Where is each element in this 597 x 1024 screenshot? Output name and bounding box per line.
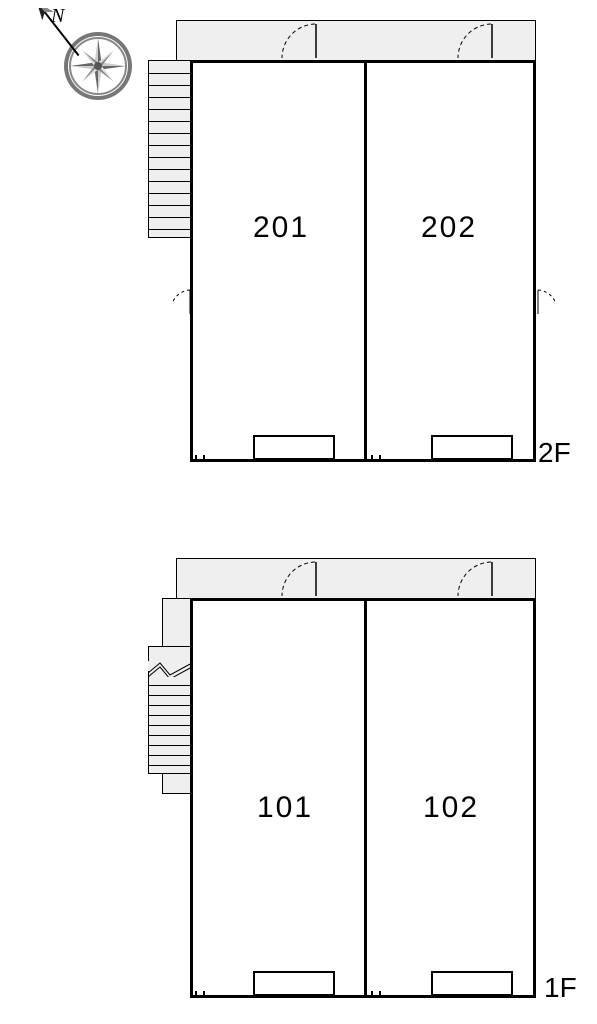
unit-label-201: 201 (253, 211, 309, 245)
floorplan-canvas: N 201 202 (0, 0, 597, 1024)
stairs-2f (148, 60, 190, 238)
closet-102 (431, 971, 513, 997)
rooms-1f: 101 102 (190, 598, 536, 998)
closet-202 (431, 435, 513, 461)
divider-1f (364, 601, 367, 995)
unit-label-202: 202 (421, 211, 477, 245)
stairs-1f (148, 646, 190, 774)
walkway-side-1f-lower (162, 774, 190, 794)
compass-n-label: N (50, 8, 66, 27)
rooms-2f: 201 202 (190, 60, 536, 462)
door-arc-202-top (458, 22, 498, 67)
floor-label-1f: 1F (544, 972, 577, 1004)
door-arc-102-top (458, 560, 498, 605)
door-arc-101-top (282, 560, 322, 605)
floor-label-2f: 2F (538, 437, 571, 469)
walkway-side-1f-upper (162, 598, 190, 646)
tick-102 (371, 991, 381, 997)
divider-2f (364, 63, 367, 459)
tick-201 (195, 455, 205, 461)
tick-101 (195, 991, 205, 997)
closet-101 (253, 971, 335, 997)
door-arc-201-top (282, 22, 322, 67)
tick-202 (371, 455, 381, 461)
unit-label-101: 101 (257, 791, 313, 825)
unit-label-102: 102 (423, 791, 479, 825)
window-arc-201-side (172, 290, 196, 325)
closet-201 (253, 435, 335, 461)
window-arc-202-side (534, 290, 558, 325)
compass: N (20, 8, 150, 123)
compass-svg: N (20, 8, 150, 118)
